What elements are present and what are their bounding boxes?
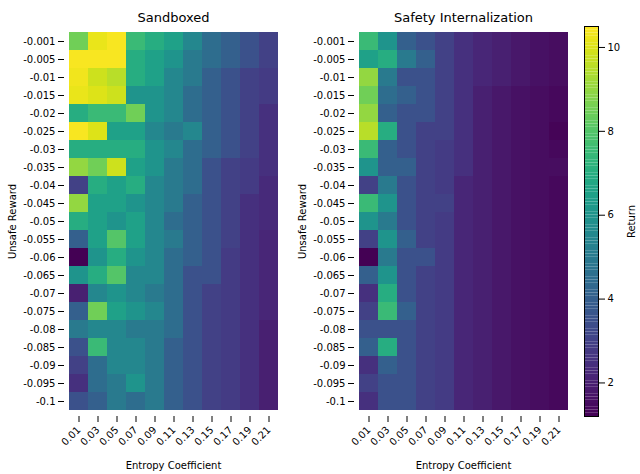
svg-text:0.09: 0.09 (425, 424, 449, 448)
svg-text:-0.001: -0.001 (313, 36, 345, 47)
svg-text:Entropy Coefficient: Entropy Coefficient (126, 460, 222, 471)
svg-text:-0.05: -0.05 (320, 216, 346, 227)
svg-text:-0.035: -0.035 (313, 162, 345, 173)
svg-text:-0.02: -0.02 (320, 108, 346, 119)
svg-text:-0.085: -0.085 (23, 342, 55, 353)
svg-text:0.01: 0.01 (59, 424, 83, 448)
svg-text:10: 10 (608, 42, 621, 53)
svg-text:-0.09: -0.09 (320, 360, 346, 371)
svg-text:4: 4 (608, 293, 614, 304)
svg-text:-0.08: -0.08 (30, 324, 56, 335)
svg-text:Safety Internalization: Safety Internalization (394, 10, 533, 25)
svg-text:-0.095: -0.095 (23, 378, 55, 389)
svg-text:0.01: 0.01 (349, 424, 373, 448)
svg-text:0.19: 0.19 (520, 424, 544, 448)
svg-text:-0.1: -0.1 (326, 396, 346, 407)
svg-text:-0.07: -0.07 (320, 288, 346, 299)
svg-text:-0.04: -0.04 (30, 180, 56, 191)
svg-text:-0.015: -0.015 (23, 90, 55, 101)
svg-text:-0.075: -0.075 (23, 306, 55, 317)
svg-text:-0.075: -0.075 (313, 306, 345, 317)
svg-text:-0.04: -0.04 (320, 180, 346, 191)
svg-text:0.13: 0.13 (463, 424, 487, 448)
svg-text:0.07: 0.07 (406, 424, 430, 448)
svg-text:-0.09: -0.09 (30, 360, 56, 371)
svg-text:-0.02: -0.02 (30, 108, 56, 119)
svg-text:-0.025: -0.025 (23, 126, 55, 137)
svg-text:-0.065: -0.065 (23, 270, 55, 281)
svg-text:Entropy Coefficient: Entropy Coefficient (416, 460, 512, 471)
svg-text:-0.01: -0.01 (30, 72, 56, 83)
svg-text:0.19: 0.19 (230, 424, 254, 448)
svg-text:-0.045: -0.045 (313, 198, 345, 209)
svg-text:0.17: 0.17 (501, 424, 525, 448)
svg-text:-0.06: -0.06 (30, 252, 56, 263)
svg-text:0.21: 0.21 (539, 424, 563, 448)
svg-text:Return: Return (626, 205, 637, 238)
svg-text:0.09: 0.09 (135, 424, 159, 448)
svg-text:-0.05: -0.05 (30, 216, 56, 227)
svg-text:-0.03: -0.03 (320, 144, 346, 155)
svg-text:Unsafe Reward: Unsafe Reward (7, 184, 18, 259)
svg-text:6: 6 (608, 209, 614, 220)
svg-text:-0.07: -0.07 (30, 288, 56, 299)
svg-text:0.03: 0.03 (78, 424, 102, 448)
svg-text:-0.1: -0.1 (36, 396, 56, 407)
svg-text:-0.055: -0.055 (23, 234, 55, 245)
svg-text:-0.005: -0.005 (313, 54, 345, 65)
svg-text:-0.06: -0.06 (320, 252, 346, 263)
svg-text:8: 8 (608, 126, 614, 137)
svg-text:-0.035: -0.035 (23, 162, 55, 173)
svg-text:-0.015: -0.015 (313, 90, 345, 101)
svg-text:-0.001: -0.001 (23, 36, 55, 47)
svg-text:0.17: 0.17 (211, 424, 235, 448)
svg-text:-0.025: -0.025 (313, 126, 345, 137)
svg-text:-0.045: -0.045 (23, 198, 55, 209)
svg-text:-0.01: -0.01 (320, 72, 346, 83)
svg-text:0.07: 0.07 (116, 424, 140, 448)
svg-text:0.03: 0.03 (368, 424, 392, 448)
svg-text:-0.08: -0.08 (320, 324, 346, 335)
svg-text:0.05: 0.05 (387, 424, 411, 448)
svg-text:-0.065: -0.065 (313, 270, 345, 281)
svg-text:0.13: 0.13 (173, 424, 197, 448)
svg-text:-0.005: -0.005 (23, 54, 55, 65)
svg-text:0.05: 0.05 (97, 424, 121, 448)
svg-text:0.15: 0.15 (482, 424, 506, 448)
svg-text:Unsafe Reward: Unsafe Reward (297, 184, 308, 259)
svg-text:-0.085: -0.085 (313, 342, 345, 353)
svg-text:Sandboxed: Sandboxed (137, 10, 209, 25)
svg-text:0.21: 0.21 (249, 424, 273, 448)
svg-text:0.11: 0.11 (154, 424, 178, 448)
svg-text:0.11: 0.11 (444, 424, 468, 448)
svg-text:-0.03: -0.03 (30, 144, 56, 155)
svg-text:-0.095: -0.095 (313, 378, 345, 389)
svg-text:0.15: 0.15 (192, 424, 216, 448)
svg-text:2: 2 (608, 377, 614, 388)
svg-text:-0.055: -0.055 (313, 234, 345, 245)
